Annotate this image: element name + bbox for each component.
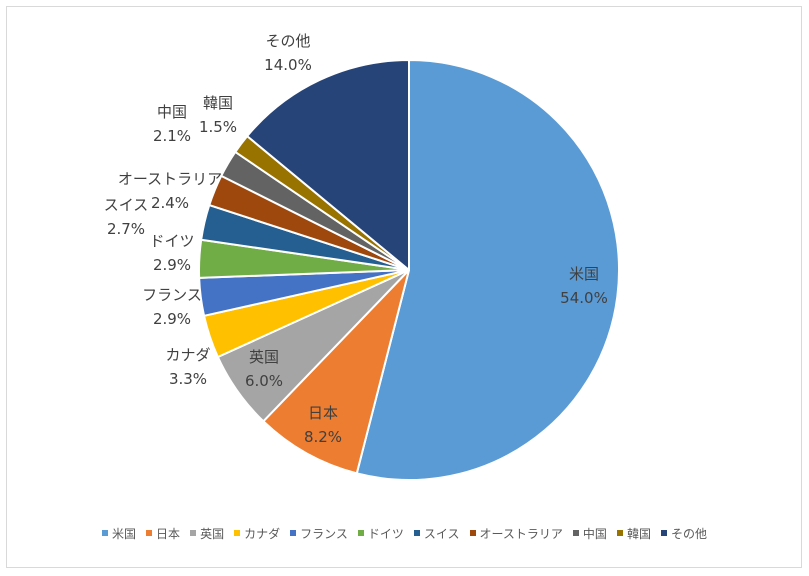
legend-swatch bbox=[357, 530, 364, 536]
pie-slice-11 bbox=[246, 59, 410, 271]
slice-label-name: その他 bbox=[265, 32, 310, 50]
slice-label-name: 米国 bbox=[569, 265, 599, 283]
legend-label: 英国 bbox=[200, 526, 225, 541]
slice-label-value: 1.5% bbox=[199, 118, 237, 136]
legend-swatch bbox=[102, 530, 109, 536]
pie-slice-1 bbox=[355, 59, 620, 481]
legend-swatch bbox=[146, 530, 153, 536]
slice-label-name: ドイツ bbox=[149, 232, 194, 250]
legend-label: カナダ bbox=[244, 526, 281, 541]
legend-item: 中国 bbox=[572, 525, 607, 542]
legend-swatch bbox=[234, 530, 241, 536]
legend-item: 日本 bbox=[146, 525, 180, 542]
legend-swatch bbox=[469, 530, 476, 536]
data-labels: 米国 54.0% 日本 8.2% 英国 6.0% カナダ 3.3% フランス 2.9% ドイツ 2.9… bbox=[104, 32, 608, 446]
legend-label: ドイツ bbox=[367, 526, 404, 541]
legend-swatch bbox=[190, 530, 197, 536]
legend-item: 米国 bbox=[102, 525, 136, 542]
legend-label: オーストラリア bbox=[479, 526, 563, 541]
slice-label-name: 日本 bbox=[308, 404, 338, 422]
legend-swatch bbox=[660, 530, 667, 536]
legend: 米国 日本 英国 カナダ フランス ドイツ スイス オーストラリア 中国 韓国 その他 bbox=[0, 524, 809, 542]
slice-label-value: 8.2% bbox=[304, 428, 342, 446]
legend-label: 米国 bbox=[112, 526, 137, 541]
legend-label: 中国 bbox=[582, 526, 607, 541]
slice-label-value: 3.3% bbox=[169, 370, 207, 388]
legend-label: 日本 bbox=[156, 526, 181, 541]
legend-item: ドイツ bbox=[357, 525, 404, 542]
legend-item: 韓国 bbox=[616, 525, 651, 542]
slice-label-value: 2.4% bbox=[151, 194, 189, 212]
slice-label-name: オーストラリア bbox=[118, 170, 222, 188]
legend-item: スイス bbox=[413, 525, 460, 542]
legend-label: その他 bbox=[670, 526, 707, 541]
slice-label-name: 中国 bbox=[157, 103, 187, 121]
pie-slice-2 bbox=[262, 269, 410, 475]
slice-label-value: 2.9% bbox=[153, 256, 191, 274]
slice-label-name: 韓国 bbox=[203, 94, 233, 112]
legend-item: その他 bbox=[660, 525, 707, 542]
slice-label-name: カナダ bbox=[165, 346, 210, 364]
slice-label-name: フランス bbox=[142, 286, 202, 304]
pie-slices bbox=[198, 59, 620, 481]
legend-swatch bbox=[572, 530, 579, 536]
slice-label-value: 6.0% bbox=[245, 372, 283, 390]
legend-swatch bbox=[290, 530, 297, 536]
slice-label-value: 14.0% bbox=[264, 56, 312, 74]
slice-label-name: 英国 bbox=[249, 348, 279, 366]
legend-label: 韓国 bbox=[626, 526, 651, 541]
slice-label-name: スイス bbox=[104, 196, 149, 214]
slice-label-value: 54.0% bbox=[560, 289, 608, 307]
legend-item: カナダ bbox=[234, 525, 280, 542]
legend-swatch bbox=[616, 530, 623, 536]
legend-label: スイス bbox=[423, 526, 460, 541]
legend-item: 英国 bbox=[190, 525, 224, 542]
slice-label-value: 2.9% bbox=[153, 310, 191, 328]
legend-swatch bbox=[413, 530, 420, 536]
legend-item: オーストラリア bbox=[469, 525, 563, 542]
slice-label-value: 2.1% bbox=[153, 127, 191, 145]
legend-item: フランス bbox=[290, 525, 348, 542]
slice-label-value: 2.7% bbox=[107, 220, 145, 238]
legend-label: フランス bbox=[300, 526, 348, 541]
